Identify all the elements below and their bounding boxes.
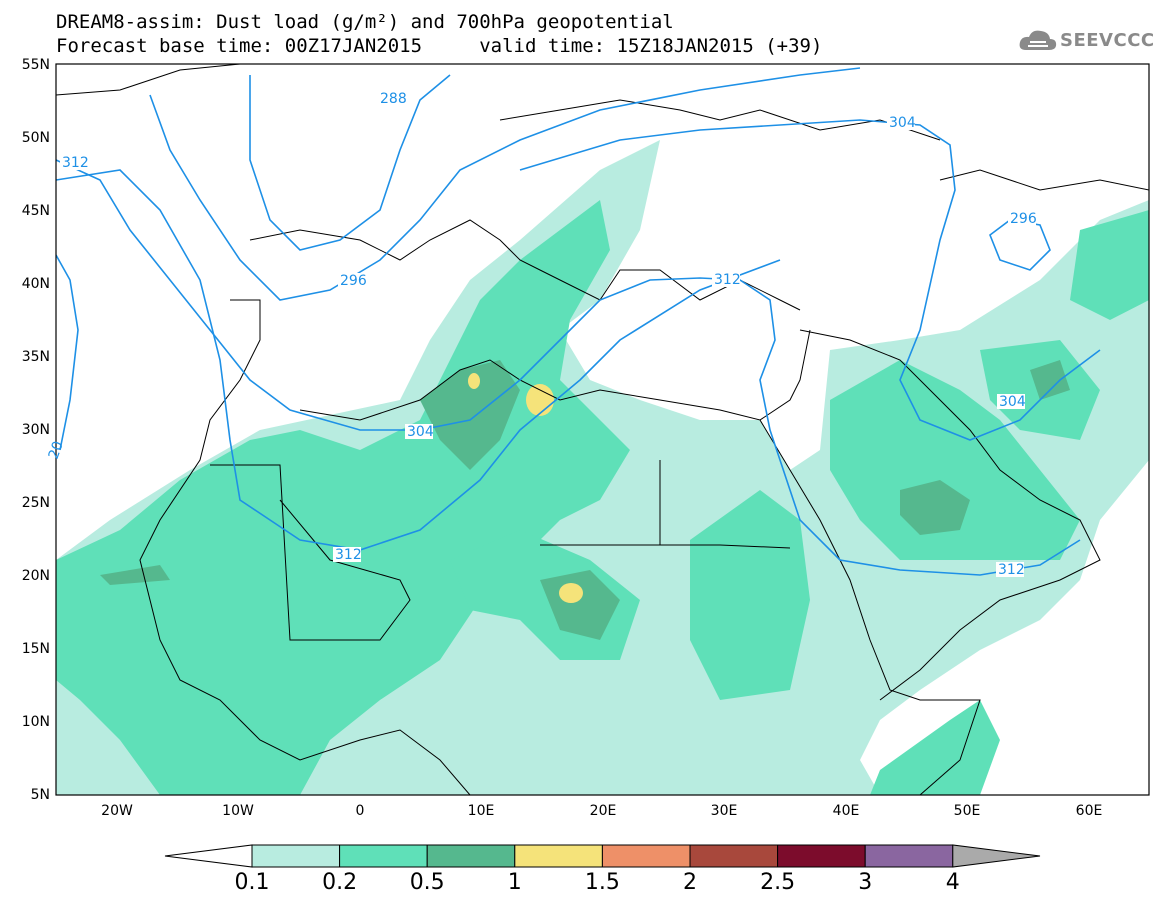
- svg-text:25N: 25N: [22, 495, 50, 511]
- dust-layer-medium: [56, 200, 1149, 795]
- colorbar-label: 0.1: [234, 870, 270, 895]
- colorbar-label: 1: [507, 870, 522, 895]
- cloud-icon: [1019, 30, 1057, 50]
- colorbar-segment: [426, 844, 516, 868]
- svg-text:15N: 15N: [22, 641, 50, 657]
- colorbar-segment: [689, 844, 779, 868]
- dust-layer-dense: [100, 360, 1070, 640]
- latitude-axis: 55N 50N 45N 40N 35N 30N 25N 20N 15N 10N …: [22, 57, 50, 803]
- svg-text:10E: 10E: [468, 803, 495, 819]
- svg-text:5N: 5N: [31, 787, 50, 803]
- svg-text:20N: 20N: [22, 568, 50, 584]
- svg-text:40E: 40E: [833, 803, 860, 819]
- contour-label: 312: [714, 272, 741, 288]
- svg-text:10N: 10N: [22, 714, 50, 730]
- svg-text:20W: 20W: [101, 803, 133, 819]
- contour-label: 312: [62, 155, 89, 171]
- svg-text:55N: 55N: [22, 57, 50, 73]
- geopotential-contours: [56, 67, 1101, 576]
- colorbar-segment: [864, 844, 954, 868]
- colorbar-segment: [601, 844, 691, 868]
- contour-label: 288: [380, 91, 407, 107]
- logo-text: SEEVCCC: [1060, 30, 1155, 51]
- title-line-2: Forecast base time: 00Z17JAN2015 valid t…: [56, 35, 823, 57]
- contour-label: 312: [998, 562, 1025, 578]
- colorbar: [164, 844, 1041, 868]
- svg-text:60E: 60E: [1076, 803, 1103, 819]
- contour-label: 304: [999, 394, 1026, 410]
- colorbar-label: 2.5: [760, 870, 796, 895]
- colorbar-label: 0.5: [409, 870, 445, 895]
- colorbar-low-triangle: [164, 844, 253, 868]
- colorbar-segment: [251, 844, 341, 868]
- svg-text:30E: 30E: [711, 803, 738, 819]
- colorbar-label: 3: [858, 870, 873, 895]
- svg-text:45N: 45N: [22, 203, 50, 219]
- contour-label: 20: [46, 439, 67, 461]
- coastlines: [56, 64, 1149, 795]
- colorbar-label: 4: [945, 870, 960, 895]
- svg-text:0: 0: [356, 803, 365, 819]
- colorbar-segment: [514, 844, 603, 868]
- svg-text:20E: 20E: [590, 803, 617, 819]
- colorbar-label: 1.5: [584, 870, 620, 895]
- contour-label: 312: [335, 547, 362, 563]
- seevccc-logo: SEEVCCC: [1018, 26, 1158, 56]
- svg-text:30N: 30N: [22, 422, 50, 438]
- colorbar-high-triangle: [952, 844, 1041, 868]
- colorbar-segment: [777, 844, 866, 868]
- contour-label: 304: [407, 424, 434, 440]
- contour-label: 304: [889, 115, 916, 131]
- title-line-1: DREAM8-assim: Dust load (g/m²) and 700hP…: [56, 11, 674, 33]
- svg-text:50E: 50E: [954, 803, 981, 819]
- contour-labels: 288 304 312 296 312 304 312 304 312 296 …: [46, 91, 1037, 578]
- map-frame: [55, 63, 1150, 796]
- svg-text:10W: 10W: [222, 803, 254, 819]
- colorbar-label: 0.2: [322, 870, 358, 895]
- colorbar-label: 2: [683, 870, 697, 895]
- contour-label: 296: [1010, 211, 1037, 227]
- contour-label: 296: [340, 273, 367, 289]
- svg-text:40N: 40N: [22, 276, 50, 292]
- svg-text:35N: 35N: [22, 349, 50, 365]
- longitude-axis: 20W 10W 0 10E 20E 30E 40E 50E 60E: [101, 803, 1102, 819]
- colorbar-segment: [339, 844, 428, 868]
- svg-text:50N: 50N: [22, 130, 50, 146]
